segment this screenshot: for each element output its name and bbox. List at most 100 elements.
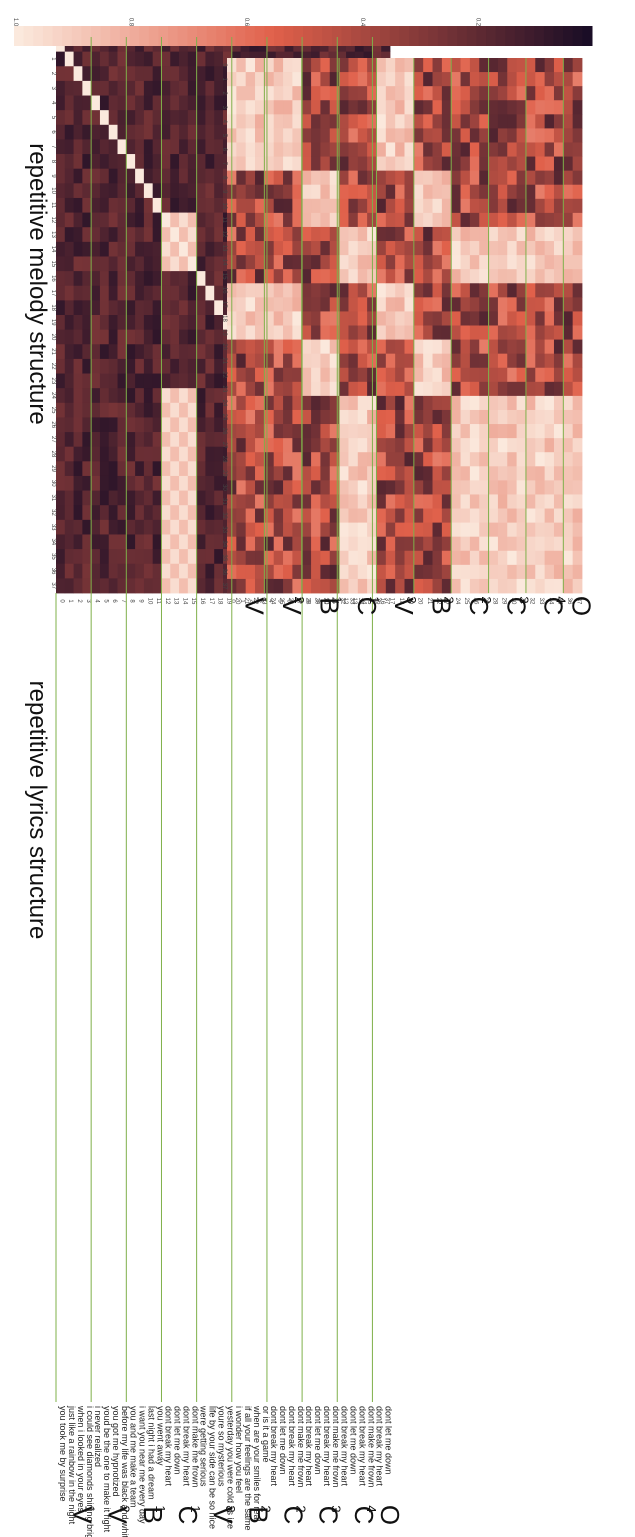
colorbar-segment	[476, 26, 487, 46]
heatmap-cell	[292, 269, 303, 284]
col-tick-label: 25	[50, 407, 56, 414]
col-tick-label: 30	[221, 484, 227, 491]
heatmap-cell	[320, 311, 331, 326]
heatmap-cell	[423, 86, 433, 101]
heatmap-cell	[108, 402, 118, 418]
heatmap-cell	[525, 452, 536, 467]
heatmap-cell	[273, 283, 284, 298]
heatmap-cell	[385, 564, 396, 580]
heatmap-cell	[348, 578, 359, 594]
lyric-line: life by your side can be so nice	[208, 1406, 218, 1529]
heatmap-cell	[339, 578, 349, 594]
heatmap-cell	[516, 494, 527, 509]
heatmap-cell	[460, 480, 471, 495]
row-tick-label: 4	[267, 599, 273, 603]
heatmap-cell	[432, 170, 443, 186]
heatmap-cell	[152, 227, 162, 243]
heatmap-cell	[301, 536, 312, 552]
heatmap-cell	[376, 395, 387, 411]
heatmap-cell	[479, 438, 489, 453]
heatmap-cell	[170, 227, 180, 243]
heatmap-cell	[236, 283, 247, 298]
heatmap-cell	[170, 432, 180, 448]
heatmap-cell	[236, 564, 247, 580]
heatmap-cell	[214, 212, 224, 228]
heatmap-cell	[525, 184, 536, 200]
heatmap-cell	[451, 198, 461, 214]
heatmap-cell	[563, 283, 574, 298]
heatmap-cell	[117, 212, 127, 228]
heatmap-cell	[91, 358, 101, 374]
heatmap-cell	[152, 446, 162, 462]
heatmap-cell	[348, 381, 359, 397]
heatmap-cell	[255, 311, 265, 326]
heatmap-cell	[572, 339, 583, 355]
col-tick-label: 24	[50, 392, 56, 399]
heatmap-cell	[143, 578, 154, 594]
col-tick-label: 12	[221, 231, 227, 238]
heatmap-cell	[395, 283, 405, 298]
col-tick-label: 22	[221, 371, 227, 378]
heatmap-cell	[572, 86, 583, 101]
row-tick-label: 17	[388, 598, 394, 605]
heatmap-cell	[376, 241, 387, 256]
heatmap-cell	[413, 424, 424, 439]
row-tick-label: 25	[278, 598, 284, 605]
heatmap-cell	[516, 508, 527, 524]
heatmap-cell	[73, 168, 83, 184]
heatmap-cell	[117, 490, 127, 506]
heatmap-cell	[126, 519, 136, 535]
heatmap-cell	[479, 550, 489, 566]
heatmap-cell	[329, 297, 340, 312]
heatmap-cell	[91, 461, 101, 477]
heatmap-cell	[196, 373, 206, 389]
heatmap-cell	[311, 381, 321, 397]
col-tick-label: 11	[50, 202, 56, 209]
heatmap-cell	[357, 564, 368, 580]
heatmap-cell	[516, 367, 527, 383]
heatmap-cell	[451, 508, 461, 524]
heatmap-cell	[170, 110, 180, 126]
heatmap-cell	[488, 367, 499, 383]
heatmap-cell	[170, 285, 180, 301]
heatmap-cell	[255, 255, 265, 270]
lyric-line: youd be the one to make it right	[102, 1406, 112, 1533]
heatmap-cell	[64, 446, 74, 462]
heatmap-cell	[553, 58, 564, 73]
heatmap-cell	[255, 58, 265, 73]
heatmap-cell	[99, 271, 110, 287]
heatmap-cell	[432, 353, 443, 369]
heatmap-cell	[126, 432, 136, 448]
heatmap-cell	[488, 353, 499, 369]
col-tick-label: 23	[50, 377, 56, 384]
heatmap-cell	[497, 353, 508, 369]
heatmap-cell	[82, 534, 92, 550]
section-label: V	[208, 1506, 238, 1524]
heatmap-cell	[404, 72, 415, 87]
heatmap-cell	[572, 269, 583, 284]
heatmap-cell	[507, 395, 517, 411]
heatmap-cell	[161, 373, 171, 389]
heatmap-cell	[320, 100, 331, 115]
heatmap-cell	[245, 508, 256, 524]
heatmap-cell	[245, 156, 256, 172]
heatmap-cell	[273, 494, 284, 509]
heatmap-cell	[395, 508, 405, 524]
heatmap-cell	[179, 271, 189, 287]
heatmap-cell	[516, 269, 527, 284]
colorbar-segment	[197, 26, 208, 46]
heatmap-cell	[572, 353, 583, 369]
row-tick-label: 23	[261, 598, 267, 605]
heatmap-cell	[395, 438, 405, 453]
heatmap-cell	[544, 494, 555, 509]
heatmap-cell	[329, 452, 340, 467]
heatmap-cell	[135, 227, 145, 243]
heatmap-cell	[301, 184, 312, 200]
heatmap-cell	[117, 271, 127, 287]
lyrics-panel: you took me by surprise just like a rainb…	[55, 593, 405, 1537]
heatmap-cell	[376, 184, 387, 200]
section-label: C	[173, 1506, 203, 1525]
heatmap-cell	[385, 72, 396, 87]
heatmap-cell	[205, 51, 215, 67]
lyric-line: dont break my heart	[322, 1406, 332, 1487]
